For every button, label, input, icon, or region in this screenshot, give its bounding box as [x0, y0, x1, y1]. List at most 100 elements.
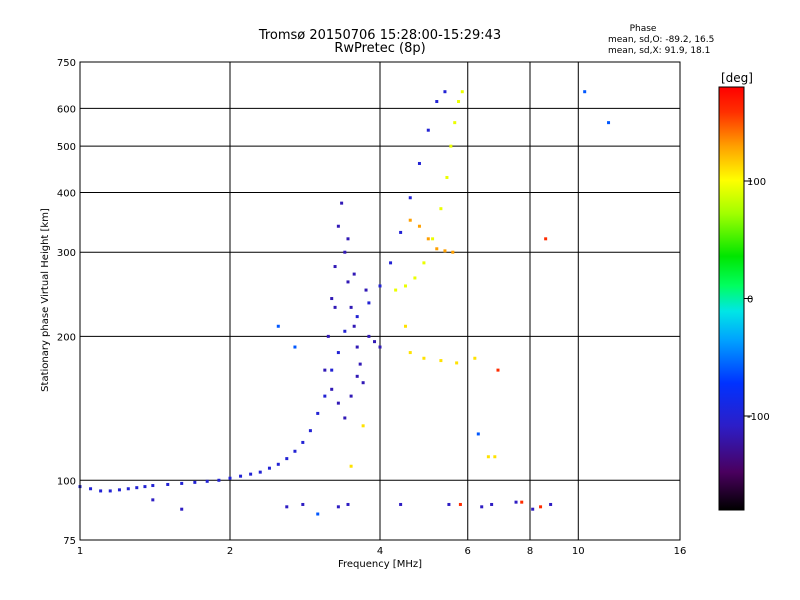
data-point [358, 362, 362, 366]
chart-title: Tromsø 20150706 15:28:00-15:29:43 [258, 28, 501, 43]
data-point [343, 416, 347, 420]
data-point [330, 297, 334, 301]
data-point [451, 250, 455, 254]
y-tick-label: 75 [63, 536, 76, 547]
colorbar [718, 86, 745, 511]
data-point [445, 175, 449, 179]
data-point [316, 512, 320, 516]
y-tick-label: 750 [57, 58, 76, 69]
data-point [205, 479, 209, 483]
plot-frame [79, 61, 681, 541]
data-point [447, 502, 451, 506]
data-point [326, 334, 330, 338]
data-point [364, 288, 368, 292]
data-point [343, 329, 347, 333]
data-point [443, 90, 447, 94]
data-point [316, 411, 320, 415]
data-point [239, 474, 243, 478]
colorbar-ticks: 100 0 -100 [744, 177, 770, 423]
data-point [249, 472, 253, 476]
data-point [336, 505, 340, 509]
data-point [443, 249, 447, 253]
data-point [453, 121, 457, 125]
data-point [349, 464, 353, 468]
data-point [143, 485, 147, 489]
data-point [267, 466, 271, 470]
data-point [361, 381, 365, 385]
data-point [435, 247, 439, 251]
data-point [217, 478, 221, 482]
y-axis-label: Stationary phase Virtual Height [km] [40, 208, 51, 392]
data-point [431, 237, 435, 241]
data-point [473, 356, 477, 360]
data-point [349, 305, 353, 309]
data-point [514, 500, 518, 504]
data-point [126, 487, 130, 491]
data-point [490, 502, 494, 506]
data-point [301, 440, 305, 444]
data-point [352, 324, 356, 328]
x-tick-label: 8 [527, 546, 533, 557]
data-point [285, 505, 289, 509]
data-point [330, 368, 334, 372]
data-point [422, 261, 426, 265]
data-point [99, 489, 103, 493]
data-point [336, 224, 340, 228]
data-point [413, 276, 417, 280]
data-point [349, 394, 353, 398]
data-point [460, 90, 464, 94]
data-point [355, 345, 359, 349]
data-point [308, 429, 312, 433]
data-point [399, 230, 403, 234]
data-point [293, 449, 297, 453]
data-point [367, 301, 371, 305]
data-point [367, 334, 371, 338]
x-tick-label: 2 [227, 546, 233, 557]
data-point [493, 455, 497, 459]
phase-line-x: mean, sd,X: 91.9, 18.1 [608, 46, 710, 56]
data-point [426, 237, 430, 241]
data-point [151, 498, 155, 502]
y-tick-label: 300 [57, 248, 76, 259]
data-point [480, 505, 484, 509]
x-tick-labels: 1 2 4 6 8 10 16 [77, 546, 687, 557]
data-point [336, 401, 340, 405]
data-point [346, 502, 350, 506]
data-point [449, 144, 453, 148]
data-point [346, 237, 350, 241]
x-tick-label: 1 [77, 546, 83, 557]
data-point [408, 218, 412, 222]
y-tick-labels: 75 100 200 300 400 500 600 750 [57, 58, 76, 547]
data-point [408, 196, 412, 200]
data-point [361, 424, 365, 428]
data-point [476, 432, 480, 436]
data-point [373, 340, 377, 344]
data-point [276, 462, 280, 466]
data-point [352, 272, 356, 276]
data-point [135, 486, 139, 490]
data-point [355, 315, 359, 319]
data-point [293, 345, 297, 349]
x-tick-label: 6 [465, 546, 471, 557]
data-point [378, 284, 382, 288]
data-point [346, 280, 350, 284]
colorbar-tick-label: -100 [747, 412, 770, 423]
x-tick-label: 10 [572, 546, 585, 557]
y-tick-label: 200 [57, 332, 76, 343]
data-point [399, 502, 403, 506]
phase-header: Phase [630, 24, 657, 34]
y-tick-label: 400 [57, 188, 76, 199]
points-layer [78, 90, 611, 516]
data-point [549, 502, 553, 506]
data-point [355, 374, 359, 378]
data-point [378, 345, 382, 349]
data-point [583, 90, 587, 94]
y-tick-label: 600 [57, 104, 76, 115]
colorbar-label: [deg] [721, 71, 753, 85]
data-point [439, 207, 443, 211]
data-point [323, 394, 327, 398]
x-tick-label: 4 [377, 546, 383, 557]
y-tick-label: 100 [57, 476, 76, 487]
data-point [458, 502, 462, 506]
